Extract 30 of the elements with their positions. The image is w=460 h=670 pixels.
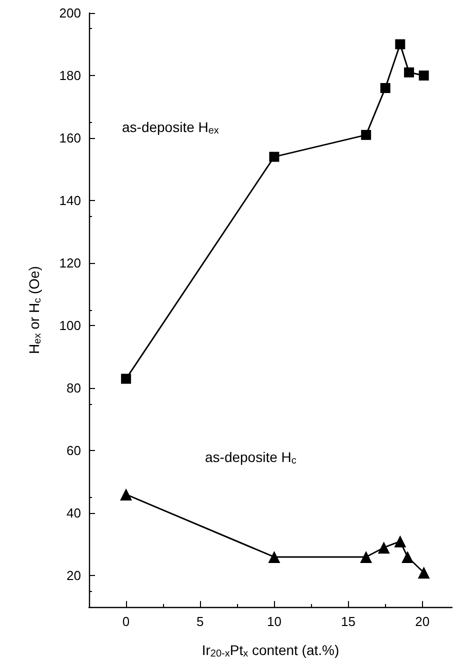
x-tick-label: 15 xyxy=(341,614,356,629)
y-axis-title: Hex or Hc (Oe) xyxy=(26,266,44,354)
point xyxy=(394,535,406,548)
point xyxy=(360,550,372,563)
y-tick-label: 200 xyxy=(59,6,81,20)
point xyxy=(378,542,390,554)
point xyxy=(269,152,280,162)
point xyxy=(418,566,430,579)
y-tick-label: 140 xyxy=(59,193,81,208)
x-tick-label: 10 xyxy=(266,614,282,629)
point xyxy=(395,39,406,50)
point xyxy=(380,83,390,94)
point xyxy=(418,70,429,81)
point xyxy=(402,550,414,563)
x-tick-label: 0 xyxy=(122,614,130,629)
y-tick-label: 180 xyxy=(59,68,81,84)
point xyxy=(361,130,372,140)
y-tick-label: 160 xyxy=(59,130,81,146)
point xyxy=(268,550,280,563)
point xyxy=(120,488,132,500)
y-tick-label: 100 xyxy=(59,318,81,334)
point xyxy=(404,67,414,78)
y-tick-label: 20 xyxy=(66,568,81,584)
y-tick-label: 60 xyxy=(66,443,81,458)
y-tick-label: 40 xyxy=(66,506,81,521)
y-tick-label: 120 xyxy=(59,256,81,271)
x-tick-label: 20 xyxy=(415,614,430,629)
x-tick-label: 5 xyxy=(196,614,204,629)
y-tick-label: 80 xyxy=(66,380,81,396)
point xyxy=(121,374,132,384)
